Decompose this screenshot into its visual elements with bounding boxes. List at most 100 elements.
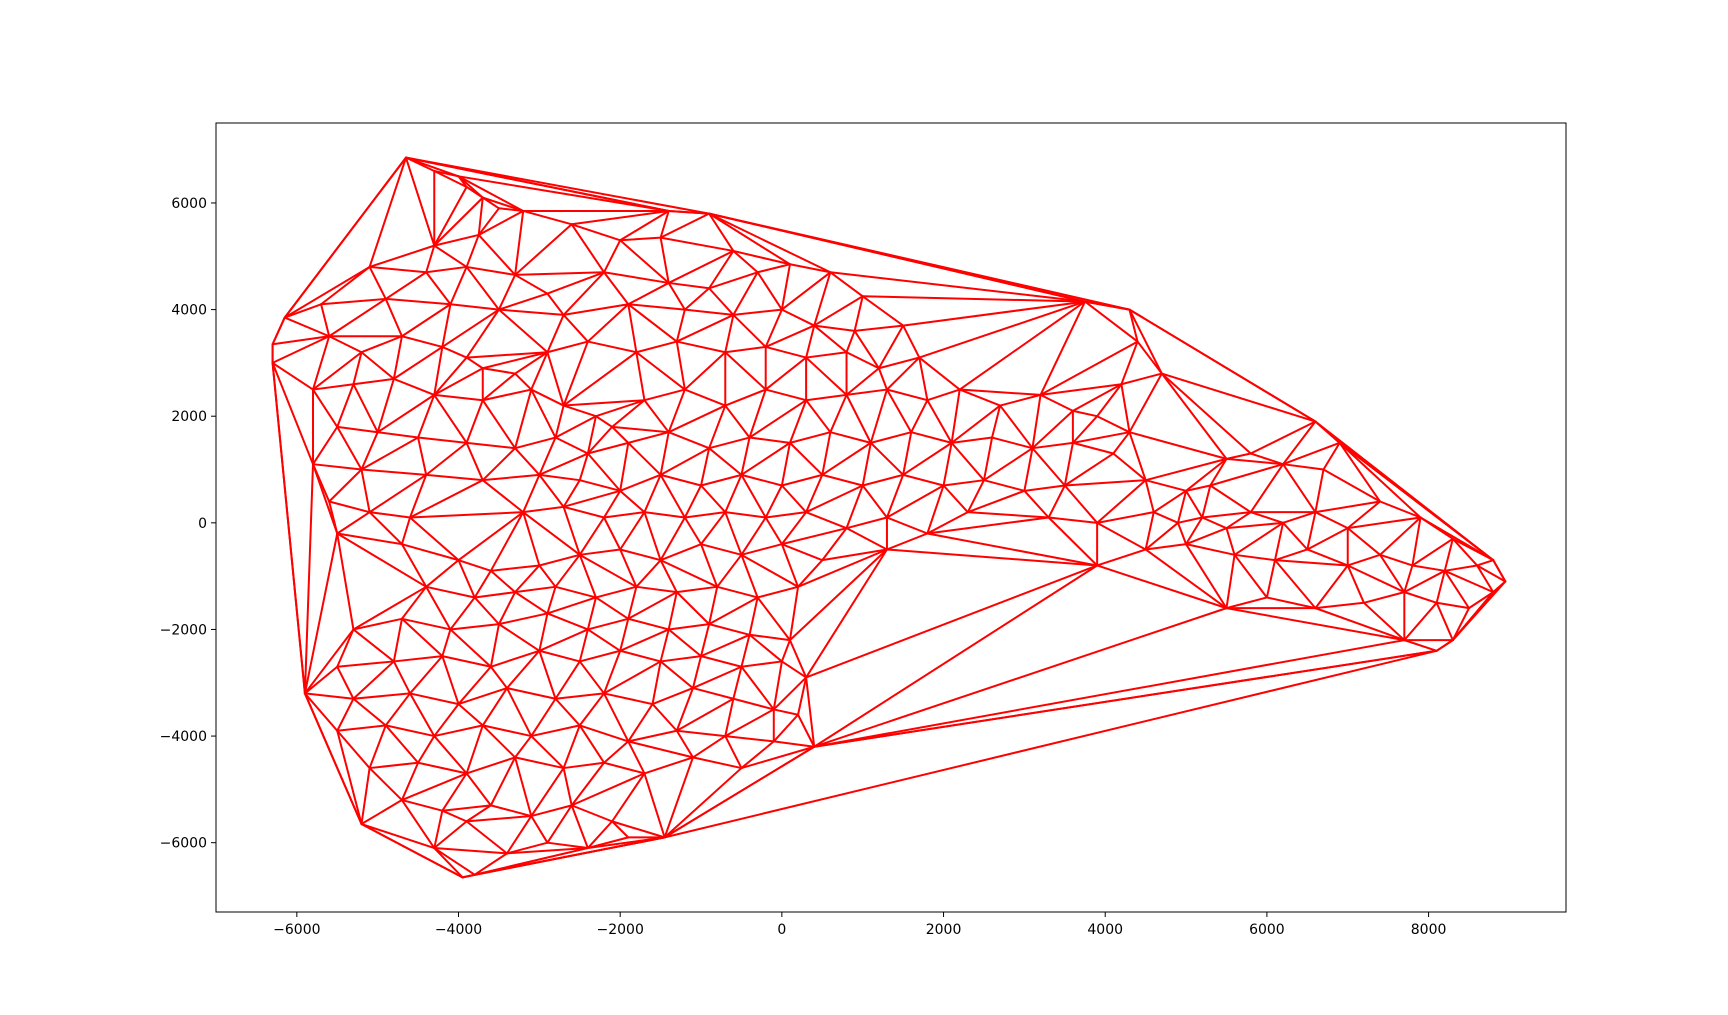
triangulation-edge: [1435, 569, 1446, 604]
triangulation-edge: [627, 303, 686, 311]
triangulation-edge: [538, 564, 557, 588]
triangulation-edge: [441, 655, 492, 668]
triangulation-edge: [312, 463, 363, 471]
x-tick-label: 0: [777, 922, 786, 938]
triangulation-edge: [514, 271, 606, 276]
triangulation-edge: [659, 559, 678, 594]
triangulation-edge: [675, 687, 694, 732]
triangulation-edge: [1282, 521, 1309, 551]
triangulation-edge: [732, 249, 791, 266]
triangulation-edge: [336, 383, 355, 428]
triangulation-edge: [813, 607, 1228, 748]
triangulation-edge: [643, 473, 662, 514]
triangulation-edge: [764, 324, 816, 348]
triangulation-edge: [360, 436, 420, 471]
triangulation-edge: [578, 660, 606, 695]
triangulation-edge: [546, 612, 589, 631]
triangulation-edge: [603, 489, 622, 519]
triangulation-edge: [788, 399, 808, 444]
triangulation-edge: [283, 265, 371, 319]
triangulation-edge: [708, 623, 751, 636]
triangulation-edge: [400, 799, 444, 812]
hull-edge: [663, 745, 816, 839]
triangulation-edge: [700, 543, 719, 588]
triangulation-edge: [651, 703, 678, 732]
triangulation-edge: [635, 340, 678, 354]
triangulation-edge: [489, 564, 541, 572]
triangulation-edge: [1225, 452, 1252, 460]
triangulation-edge: [805, 356, 848, 396]
triangulation-edge: [586, 628, 622, 652]
triangulation-edge: [457, 687, 509, 706]
triangulation-edge: [594, 596, 630, 620]
triangulation-edge: [1144, 521, 1179, 551]
triangulation-edge: [675, 340, 686, 391]
triangulation-edge: [1476, 559, 1495, 567]
triangulation-edge: [700, 633, 751, 658]
triangulation-edge: [433, 393, 468, 444]
triangulation-edge: [562, 505, 606, 519]
triangulation-edge: [1096, 511, 1155, 524]
triangulation-edge: [740, 740, 775, 770]
triangulation-edge: [1403, 569, 1446, 594]
triangulation-edge: [425, 559, 460, 588]
hull-edge: [303, 692, 363, 826]
triangulation-edge: [586, 596, 597, 631]
triangulation-edge: [384, 271, 428, 300]
triangulation-edge: [392, 377, 436, 396]
triangulation-edge: [829, 431, 872, 444]
triangulation-edge: [700, 623, 711, 658]
triangulation-edge: [554, 436, 589, 455]
triangulation-edge: [780, 263, 791, 311]
triangulation-edge: [885, 356, 921, 391]
triangulation-edge: [627, 740, 646, 775]
hull-edge: [1128, 308, 1317, 423]
triangulation-edge: [885, 388, 913, 434]
triangulation-edge: [1096, 521, 1147, 551]
triangulation-edge: [506, 687, 533, 738]
triangulation-edge: [457, 703, 484, 727]
triangulation-edge: [663, 756, 694, 839]
triangulation-edge: [845, 329, 856, 354]
triangulation-edge: [481, 687, 509, 727]
triangulation-edge: [489, 623, 500, 668]
triangulation-edge: [578, 553, 638, 588]
triangulation-edge: [1403, 639, 1438, 652]
triangulation-edge: [603, 761, 646, 775]
triangulation-edge: [404, 156, 460, 178]
triangulation-edge: [352, 697, 387, 727]
triangulation-edge: [611, 425, 630, 444]
triangulation-edge: [417, 735, 436, 764]
triangulation-edge: [514, 735, 533, 759]
triangulation-edge: [780, 543, 824, 562]
triangulation-edge: [1063, 484, 1099, 524]
triangulation-edge: [425, 585, 476, 599]
triangulation-edge: [667, 591, 678, 631]
triangulation-edge: [1233, 521, 1285, 556]
triangulation-edge: [829, 271, 864, 298]
triangulation-edge: [611, 425, 670, 434]
triangulation-edge: [1128, 431, 1147, 482]
y-tick-label: 2000: [171, 409, 207, 425]
triangulation-edge: [902, 300, 1087, 327]
triangulation-edge: [1265, 559, 1276, 599]
triangulation-edge: [473, 596, 500, 626]
triangulation-edge: [514, 564, 541, 594]
triangulation-edge: [651, 687, 694, 706]
triangulation-edge: [724, 511, 743, 556]
triangulation-edge: [627, 585, 638, 620]
triangulation-edge: [477, 209, 525, 236]
triangulation-edge: [1096, 564, 1228, 610]
triangulation-edge: [603, 740, 630, 764]
triangulation-edge: [902, 473, 945, 487]
triangulation-edge: [1031, 409, 1074, 450]
triangulation-edge: [530, 767, 565, 818]
triangulation-edge: [489, 511, 525, 572]
triangulation-edge: [1176, 516, 1204, 524]
triangulation-edge: [663, 767, 743, 839]
triangulation-edge: [400, 799, 436, 850]
triangulation-edge: [708, 212, 832, 274]
triangulation-edge: [489, 569, 517, 594]
triangulation-edge: [578, 724, 630, 743]
